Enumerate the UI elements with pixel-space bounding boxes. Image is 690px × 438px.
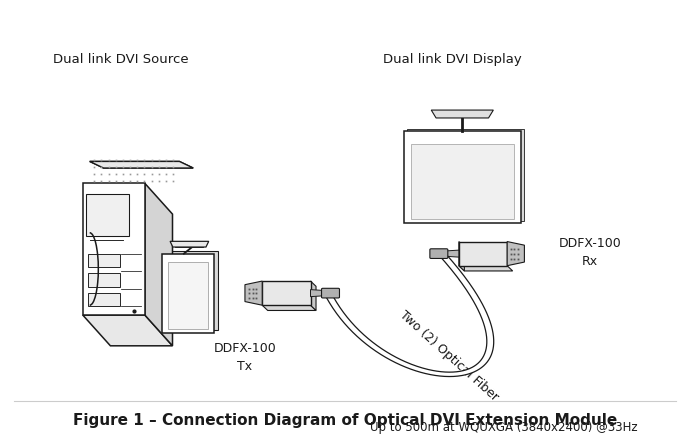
Polygon shape	[86, 194, 130, 237]
FancyBboxPatch shape	[322, 289, 339, 298]
Polygon shape	[162, 254, 214, 333]
Polygon shape	[507, 242, 524, 266]
Polygon shape	[310, 290, 324, 297]
Polygon shape	[459, 242, 507, 266]
Polygon shape	[90, 162, 193, 169]
Polygon shape	[262, 306, 316, 311]
Polygon shape	[88, 274, 120, 287]
Polygon shape	[431, 111, 493, 119]
Polygon shape	[407, 130, 524, 221]
Polygon shape	[83, 315, 172, 346]
Text: Dual link DVI Source: Dual link DVI Source	[53, 53, 188, 66]
Polygon shape	[310, 281, 316, 311]
Polygon shape	[88, 293, 120, 307]
Polygon shape	[145, 184, 172, 346]
Polygon shape	[170, 242, 208, 247]
Text: Figure 1 – Connection Diagram of Optical DVI Extension Module: Figure 1 – Connection Diagram of Optical…	[73, 412, 617, 427]
Polygon shape	[459, 266, 513, 272]
Polygon shape	[262, 281, 310, 306]
Polygon shape	[166, 251, 218, 330]
Text: Up to 500m at WQUXGA (3840x2400) @33Hz: Up to 500m at WQUXGA (3840x2400) @33Hz	[370, 420, 638, 434]
Polygon shape	[90, 162, 193, 169]
Polygon shape	[324, 253, 494, 377]
Text: Dual link DVI Display: Dual link DVI Display	[382, 53, 522, 66]
Polygon shape	[245, 281, 262, 306]
Polygon shape	[88, 254, 120, 267]
Polygon shape	[168, 263, 208, 329]
Polygon shape	[445, 251, 459, 258]
FancyBboxPatch shape	[430, 249, 448, 259]
Polygon shape	[459, 242, 464, 272]
Polygon shape	[83, 184, 145, 315]
Text: DDFX-100
Rx: DDFX-100 Rx	[559, 237, 621, 268]
Polygon shape	[404, 132, 521, 223]
Text: DDFX-100
Tx: DDFX-100 Tx	[214, 342, 276, 373]
Text: Two (2) Optical Fiber: Two (2) Optical Fiber	[397, 307, 500, 403]
Polygon shape	[411, 145, 514, 219]
